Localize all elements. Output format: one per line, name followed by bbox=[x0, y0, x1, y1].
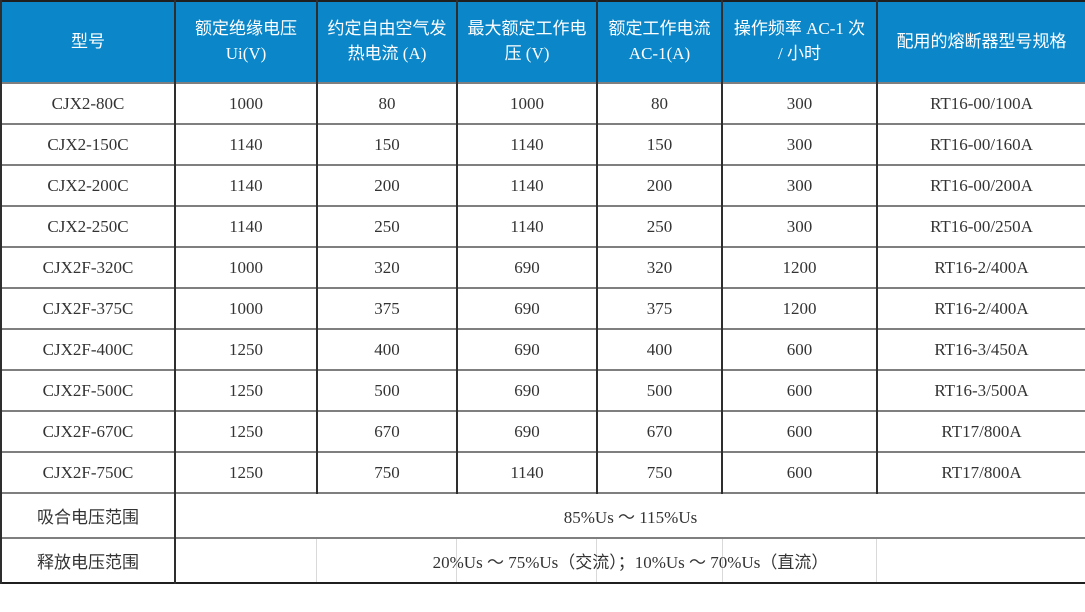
table-cell: 200 bbox=[316, 164, 457, 206]
table-cell: 300 bbox=[721, 123, 877, 165]
col-header-fuse-spec: 配用的熔断器型号规格 bbox=[876, 1, 1085, 83]
model-cell: CJX2-200C bbox=[0, 164, 175, 206]
table-row: CJX2-250C 1140 250 1140 250 300 RT16-00/… bbox=[0, 205, 1085, 247]
table-cell: 400 bbox=[596, 328, 722, 370]
model-cell: CJX2F-320C bbox=[0, 246, 175, 288]
col-header-model: 型号 bbox=[0, 1, 175, 83]
table-cell: RT16-00/250A bbox=[876, 205, 1085, 247]
table-cell: 750 bbox=[316, 451, 457, 493]
table-cell: 690 bbox=[456, 328, 597, 370]
table-cell: 1140 bbox=[456, 451, 597, 493]
table-cell: 1140 bbox=[456, 205, 597, 247]
pickup-voltage-value: 85%Us ～ 115%Us bbox=[174, 492, 1085, 538]
table-cell: RT16-2/400A bbox=[876, 287, 1085, 329]
table-cell: 600 bbox=[721, 451, 877, 493]
table-cell: RT16-3/500A bbox=[876, 369, 1085, 411]
release-voltage-label: 释放电压范围 bbox=[0, 537, 175, 583]
table-cell: 250 bbox=[596, 205, 722, 247]
table-row: CJX2-200C 1140 200 1140 200 300 RT16-00/… bbox=[0, 164, 1085, 206]
table-cell: 375 bbox=[316, 287, 457, 329]
table-cell: 1250 bbox=[174, 328, 317, 370]
table-cell: 750 bbox=[596, 451, 722, 493]
table-cell: 1140 bbox=[174, 205, 317, 247]
table-cell: 1250 bbox=[174, 410, 317, 452]
table-cell: 690 bbox=[456, 246, 597, 288]
table-cell: 320 bbox=[596, 246, 722, 288]
table-cell: 1000 bbox=[174, 287, 317, 329]
table-cell: 1140 bbox=[456, 164, 597, 206]
table-cell: 375 bbox=[596, 287, 722, 329]
col-header-max-working-voltage: 最大额定工作电压 (V) bbox=[456, 1, 597, 83]
table-cell: 500 bbox=[596, 369, 722, 411]
model-cell: CJX2-250C bbox=[0, 205, 175, 247]
table-cell: 1250 bbox=[174, 451, 317, 493]
model-cell: CJX2F-375C bbox=[0, 287, 175, 329]
table-cell: RT16-3/450A bbox=[876, 328, 1085, 370]
table-cell: 600 bbox=[721, 369, 877, 411]
table-cell: 400 bbox=[316, 328, 457, 370]
table-cell: 1140 bbox=[174, 164, 317, 206]
table-cell: 1000 bbox=[456, 82, 597, 124]
table-row: CJX2F-670C 1250 670 690 670 600 RT17/800… bbox=[0, 410, 1085, 452]
table-cell: 200 bbox=[596, 164, 722, 206]
model-cell: CJX2F-750C bbox=[0, 451, 175, 493]
table-row: CJX2F-400C 1250 400 690 400 600 RT16-3/4… bbox=[0, 328, 1085, 370]
contactor-spec-table: 型号 额定绝缘电压 Ui(V) 约定自由空气发热电流 (A) 最大额定工作电压 … bbox=[0, 0, 1085, 584]
table-cell: 150 bbox=[596, 123, 722, 165]
col-header-rated-current-ac1: 额定工作电流 AC-1(A) bbox=[596, 1, 722, 83]
table-cell: 1200 bbox=[721, 287, 877, 329]
table-row: CJX2F-500C 1250 500 690 500 600 RT16-3/5… bbox=[0, 369, 1085, 411]
table-cell: 320 bbox=[316, 246, 457, 288]
col-header-thermal-current: 约定自由空气发热电流 (A) bbox=[316, 1, 457, 83]
table-cell: 300 bbox=[721, 164, 877, 206]
table-cell: 690 bbox=[456, 410, 597, 452]
model-cell: CJX2F-500C bbox=[0, 369, 175, 411]
table-row: CJX2F-750C 1250 750 1140 750 600 RT17/80… bbox=[0, 451, 1085, 493]
table-cell: RT16-00/100A bbox=[876, 82, 1085, 124]
model-cell: CJX2-80C bbox=[0, 82, 175, 124]
pickup-voltage-row: 吸合电压范围 85%Us ～ 115%Us bbox=[0, 492, 1085, 538]
release-voltage-value: 20%Us ～ 75%Us（交流）；10%Us ～ 70%Us（直流） bbox=[174, 537, 1085, 583]
table-cell: 670 bbox=[316, 410, 457, 452]
table-cell: 600 bbox=[721, 328, 877, 370]
table-cell: RT16-00/160A bbox=[876, 123, 1085, 165]
table-cell: RT17/800A bbox=[876, 410, 1085, 452]
model-cell: CJX2-150C bbox=[0, 123, 175, 165]
table-cell: 1000 bbox=[174, 82, 317, 124]
table-cell: 1200 bbox=[721, 246, 877, 288]
release-voltage-row: 释放电压范围 20%Us ～ 75%Us（交流）；10%Us ～ 70%Us（直… bbox=[0, 537, 1085, 583]
table-cell: 1140 bbox=[174, 123, 317, 165]
model-cell: CJX2F-400C bbox=[0, 328, 175, 370]
table-row: CJX2-150C 1140 150 1140 150 300 RT16-00/… bbox=[0, 123, 1085, 165]
table-cell: 300 bbox=[721, 82, 877, 124]
table-row: CJX2F-320C 1000 320 690 320 1200 RT16-2/… bbox=[0, 246, 1085, 288]
table-cell: 1140 bbox=[456, 123, 597, 165]
col-header-operating-frequency: 操作频率 AC-1 次 / 小时 bbox=[721, 1, 877, 83]
model-cell: CJX2F-670C bbox=[0, 410, 175, 452]
table-cell: 300 bbox=[721, 205, 877, 247]
table-cell: 1000 bbox=[174, 246, 317, 288]
table-cell: 690 bbox=[456, 287, 597, 329]
col-header-insulation-voltage: 额定绝缘电压 Ui(V) bbox=[174, 1, 317, 83]
table-cell: 600 bbox=[721, 410, 877, 452]
header-row: 型号 额定绝缘电压 Ui(V) 约定自由空气发热电流 (A) 最大额定工作电压 … bbox=[0, 1, 1085, 83]
table-row: CJX2-80C 1000 80 1000 80 300 RT16-00/100… bbox=[0, 82, 1085, 124]
table-cell: 80 bbox=[596, 82, 722, 124]
table-cell: 250 bbox=[316, 205, 457, 247]
table-cell: 690 bbox=[456, 369, 597, 411]
table-cell: 500 bbox=[316, 369, 457, 411]
table-cell: RT16-00/200A bbox=[876, 164, 1085, 206]
table-cell: 1250 bbox=[174, 369, 317, 411]
table-cell: RT17/800A bbox=[876, 451, 1085, 493]
pickup-voltage-label: 吸合电压范围 bbox=[0, 492, 175, 538]
table-cell: RT16-2/400A bbox=[876, 246, 1085, 288]
table-cell: 670 bbox=[596, 410, 722, 452]
table-row: CJX2F-375C 1000 375 690 375 1200 RT16-2/… bbox=[0, 287, 1085, 329]
table-cell: 150 bbox=[316, 123, 457, 165]
table-cell: 80 bbox=[316, 82, 457, 124]
